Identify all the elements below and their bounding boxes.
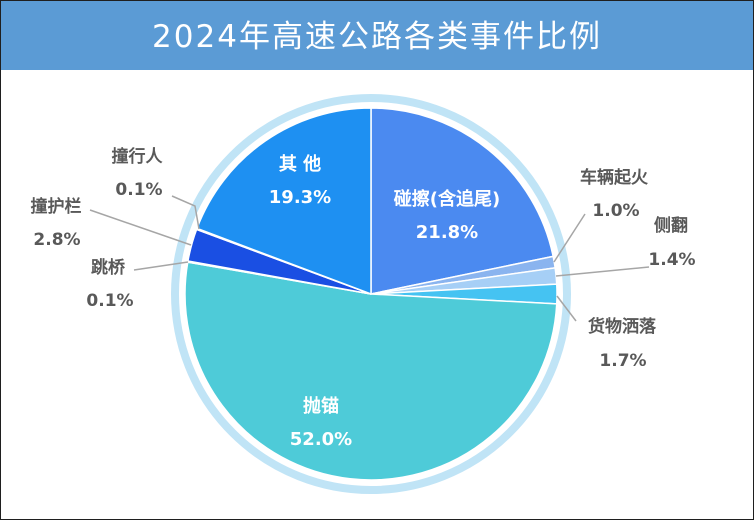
leader-line-pedestrian-hit [171,195,200,230]
pie-slice-other [196,107,372,295]
chart-header: 2024年高速公路各类事件比例 [1,1,753,70]
chart-title: 2024年高速公路各类事件比例 [152,19,602,55]
slice-value-breakdown: 52.0% [290,429,352,450]
pie-slices [184,107,558,481]
leader-line-cargo-spill [556,295,577,322]
slice-value-guardrail-hit: 2.8% [33,230,80,250]
slice-label-pedestrian-hit: 撞行人 [112,146,164,167]
pie-outer-ring [171,94,571,494]
slice-label-bridge-jump: 跳桥 [91,257,126,278]
pie-slice-collision [370,107,554,295]
slice-value-pedestrian-hit: 0.1% [115,180,162,200]
slice-value-collision: 21.8% [416,222,478,243]
slice-value-vehicle-fire: 1.0% [592,201,639,221]
slice-labels: 碰擦(含追尾) 21.8% 抛锚 52.0% 其 他 19.3% 车辆起火 1.… [31,146,696,450]
leader-line-vehicle-fire [553,213,586,263]
slice-label-vehicle-fire: 车辆起火 [580,167,649,188]
leader-lines [89,195,650,322]
slice-value-bridge-jump: 0.1% [86,291,133,311]
slice-label-rollover: 侧翻 [654,215,688,236]
leader-line-rollover [555,266,650,277]
slice-label-cargo-spill: 货物洒落 [588,316,657,337]
slice-label-other: 其 他 [279,153,321,175]
slice-label-breakdown: 抛锚 [303,395,339,417]
slice-value-rollover: 1.4% [648,250,695,270]
leader-line-guardrail-hit [89,209,192,246]
slice-value-other: 19.3% [269,187,331,208]
slice-label-collision: 碰擦(含追尾) [394,188,500,210]
leader-line-bridge-jump [133,261,189,271]
slice-label-guardrail-hit: 撞护栏 [31,196,82,217]
pie-slice-breakdown [184,261,558,481]
slice-value-cargo-spill: 1.7% [599,351,646,371]
